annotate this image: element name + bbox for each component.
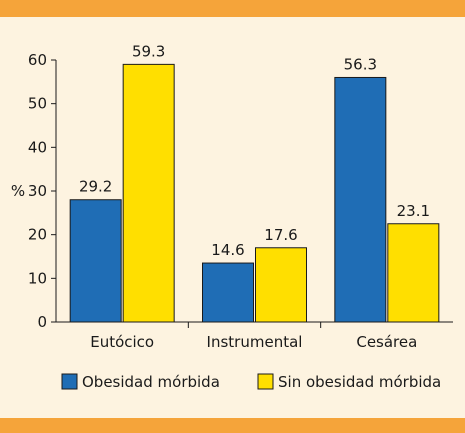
y-tick-label: 20 — [28, 226, 47, 244]
top-band — [0, 0, 465, 17]
data-label: 56.3 — [344, 55, 377, 73]
y-tick-label: 10 — [28, 269, 47, 287]
data-label: 14.6 — [211, 241, 244, 259]
x-tick-label: Eutócico — [90, 333, 154, 351]
x-tick-label: Instrumental — [207, 333, 303, 351]
y-tick-label: 30 — [28, 182, 47, 200]
legend-label: Obesidad mórbida — [82, 373, 220, 391]
bar — [122, 63, 175, 323]
x-tick-label: Cesárea — [356, 333, 417, 351]
bar — [202, 262, 254, 323]
bottom-band — [0, 418, 465, 433]
data-label: 23.1 — [397, 202, 430, 220]
y-tick-label: 40 — [28, 138, 47, 156]
data-label: 29.2 — [79, 178, 112, 196]
legend-swatch — [61, 373, 78, 390]
data-label: 17.6 — [264, 226, 297, 244]
bar — [255, 247, 307, 323]
y-tick-label: 0 — [37, 313, 47, 331]
y-tick-label: 60 — [28, 51, 47, 69]
bar — [387, 223, 440, 323]
bar — [69, 199, 122, 323]
legend-label: Sin obesidad mórbida — [278, 373, 441, 391]
y-tick-label: 50 — [28, 95, 47, 113]
legend-swatch — [257, 373, 274, 390]
bar — [334, 76, 387, 323]
y-axis-label: % — [11, 182, 25, 200]
data-label: 59.3 — [132, 42, 165, 60]
